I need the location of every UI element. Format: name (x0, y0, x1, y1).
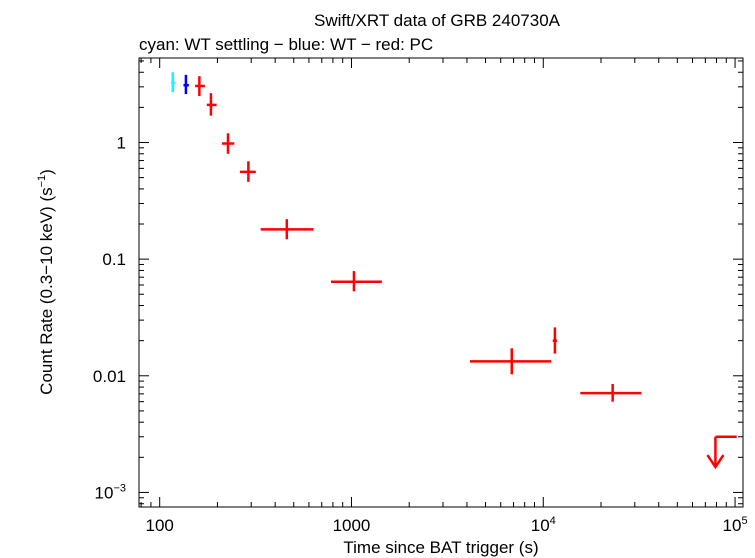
x-tick-label: 100 (146, 516, 174, 535)
data-point (331, 271, 382, 292)
x-axis-label: Time since BAT trigger (s) (343, 538, 538, 557)
plot-frame (138, 57, 744, 508)
data-point (552, 327, 558, 354)
data-point (239, 161, 256, 182)
upper-limit-arrowhead (706, 454, 725, 470)
data-point (195, 76, 205, 97)
y-axis-label-exponent: −1 (36, 175, 48, 188)
y-axis-label-close: ) (37, 169, 56, 175)
y-axis-label: Count Rate (0.3−10 keV) (s−1) (36, 169, 56, 395)
data-point (580, 384, 642, 402)
y-tick-labels: 1 0.1 0.01 10−3 (93, 133, 126, 502)
data-marks (171, 72, 737, 470)
data-point (221, 133, 235, 154)
y-axis-label-main: Count Rate (0.3−10 keV) (s (37, 187, 56, 394)
y-tick-label: 0.1 (102, 250, 126, 269)
x-tick-label: 1000 (333, 516, 371, 535)
axis-ticks (139, 58, 743, 507)
y-tick-label: 0.01 (93, 367, 126, 386)
y-tick-label: 1 (117, 133, 126, 152)
x-tick-label: 104 (531, 515, 556, 535)
data-point (470, 348, 552, 375)
x-tick-label: 105 (723, 515, 748, 535)
chart-title: Swift/XRT data of GRB 240730A (314, 11, 561, 30)
data-point (183, 74, 189, 95)
chart-subtitle: cyan: WT settling − blue: WT − red: PC (139, 35, 433, 54)
x-tick-labels: 100 1000 104 105 (146, 515, 748, 535)
y-tick-label: 10−3 (95, 482, 126, 502)
data-point (171, 72, 175, 93)
data-point (206, 93, 217, 116)
data-point (260, 219, 314, 240)
upper-limit (706, 435, 737, 470)
